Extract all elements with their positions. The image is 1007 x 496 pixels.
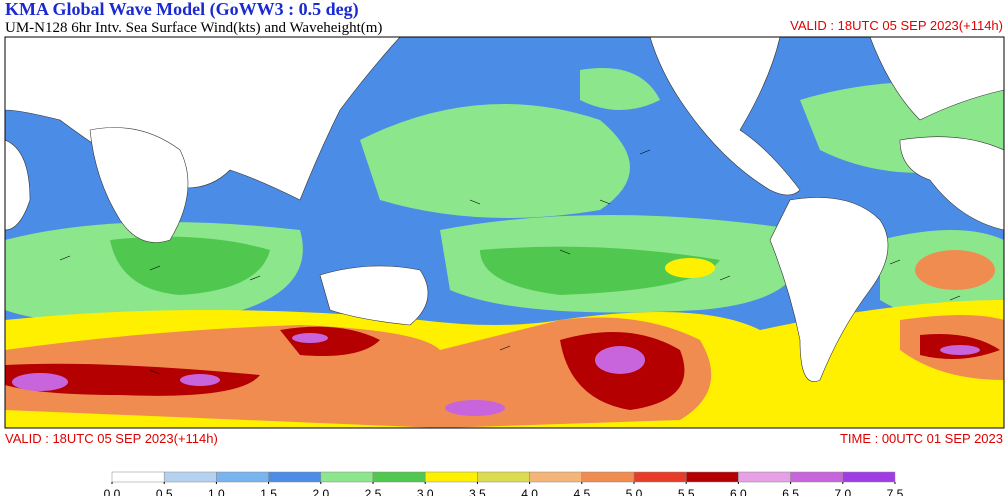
tick-label: 2.5 bbox=[365, 487, 382, 496]
color-swatch bbox=[111, 471, 165, 483]
tick-label: 4.5 bbox=[573, 487, 590, 496]
map bbox=[4, 36, 1005, 429]
tick-label: 4.0 bbox=[521, 487, 538, 496]
title: KMA Global Wave Model (GoWW3 : 0.5 deg) bbox=[5, 0, 359, 20]
color-swatch bbox=[633, 471, 687, 483]
tick-label: 0.5 bbox=[156, 487, 173, 496]
init-time: TIME : 00UTC 01 SEP 2023 bbox=[840, 431, 1003, 446]
tick-label: 0.0 bbox=[104, 487, 121, 496]
color-swatch bbox=[685, 471, 739, 483]
color-swatch bbox=[372, 471, 426, 483]
color-swatch bbox=[790, 471, 844, 483]
valid-bottom: VALID : 18UTC 05 SEP 2023(+114h) bbox=[5, 431, 218, 446]
tick-label: 6.5 bbox=[782, 487, 799, 496]
colorbar: 0.0 0.5 1.0 1.5 2.0 2.5 3.0 3.5 4.0 4.5 5.0 5.5 6.0 6… bbox=[104, 471, 904, 496]
tick-label: 3.0 bbox=[417, 487, 434, 496]
color-swatch bbox=[216, 471, 269, 483]
subtitle: UM-N128 6hr Intv. Sea Surface Wind(kts) … bbox=[5, 20, 382, 36]
tick-label: 3.5 bbox=[469, 487, 486, 496]
color-swatch bbox=[163, 471, 217, 483]
tick-label: 6.0 bbox=[730, 487, 747, 496]
valid-top: VALID : 18UTC 05 SEP 2023(+114h) bbox=[790, 18, 1003, 33]
tick-label: 1.0 bbox=[208, 487, 225, 496]
wave-field bbox=[110, 236, 720, 295]
tick-label: 2.0 bbox=[312, 487, 329, 496]
color-swatch bbox=[529, 471, 583, 483]
color-swatch bbox=[424, 471, 478, 483]
tick-label: 7.5 bbox=[887, 487, 904, 496]
color-swatch bbox=[268, 471, 322, 483]
tick-label: 5.5 bbox=[678, 487, 695, 496]
color-swatch bbox=[738, 471, 791, 483]
map-frame bbox=[4, 36, 1005, 429]
color-swatch bbox=[477, 471, 530, 483]
land bbox=[5, 37, 1004, 382]
color-swatch bbox=[320, 471, 374, 483]
tick-label: 7.0 bbox=[834, 487, 851, 496]
color-swatch bbox=[842, 471, 896, 483]
color-swatch bbox=[581, 471, 635, 483]
tick-label: 1.5 bbox=[260, 487, 277, 496]
tick-label: 5.0 bbox=[626, 487, 643, 496]
wind-barbs bbox=[59, 149, 961, 375]
wave-field bbox=[12, 333, 980, 416]
